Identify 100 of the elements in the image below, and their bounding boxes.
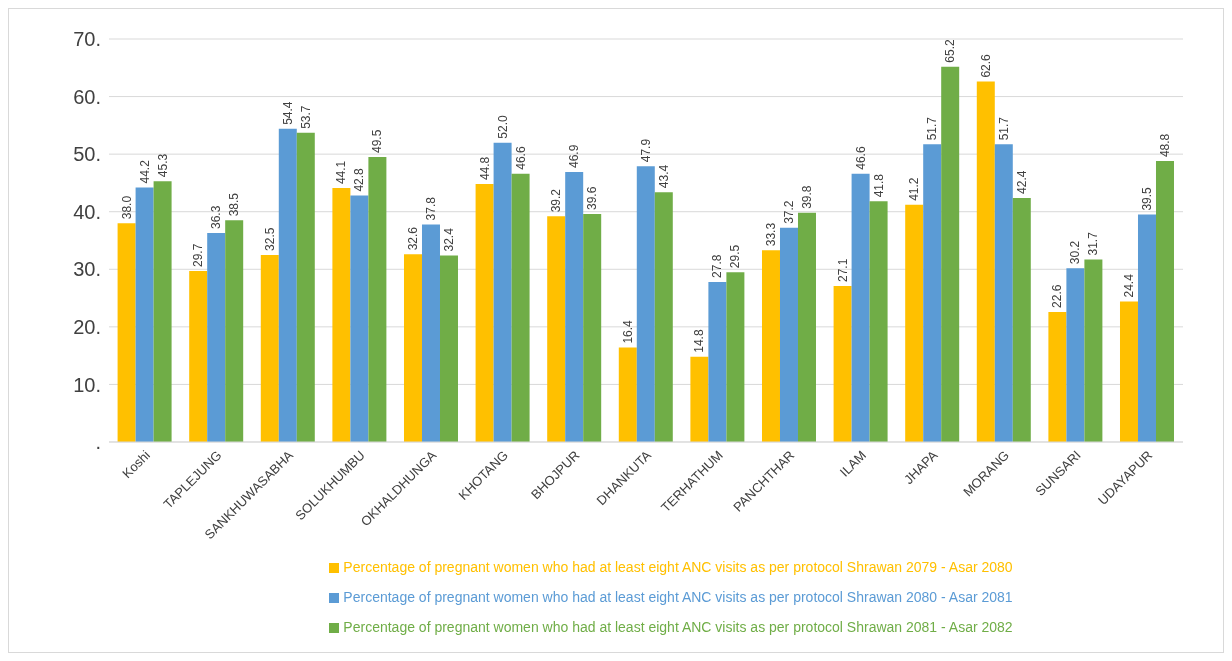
- bar: [618, 347, 637, 442]
- data-label: 24.4: [1121, 273, 1136, 298]
- y-tick-label: 70.: [73, 28, 101, 51]
- data-label: 39.2: [549, 188, 564, 213]
- bar: [493, 142, 512, 442]
- data-label: 43.4: [656, 164, 671, 189]
- data-label: 30.2: [1068, 240, 1083, 265]
- data-label: 53.7: [298, 105, 313, 129]
- bar: [296, 132, 315, 442]
- data-label: 54.4: [280, 101, 295, 125]
- data-label: 46.9: [567, 144, 582, 168]
- data-label: 49.5: [370, 129, 385, 154]
- data-label: 44.8: [477, 156, 492, 181]
- data-label: 45.3: [155, 153, 170, 178]
- y-tick-label: .: [95, 431, 101, 454]
- bar: [1084, 259, 1103, 442]
- data-label: 42.8: [352, 167, 367, 192]
- bar: [708, 281, 727, 442]
- legend-label: Percentage of pregnant women who had at least eight ANC visits as per protocol Shrawan 2079 - Asar 2080: [343, 559, 1013, 575]
- bar: [1119, 301, 1138, 442]
- data-label: 47.9: [638, 138, 653, 163]
- bar: [1155, 161, 1174, 442]
- data-label: 22.6: [1050, 284, 1065, 308]
- data-label: 51.7: [996, 116, 1011, 141]
- bar: [869, 201, 888, 442]
- data-label: 39.5: [1139, 186, 1154, 211]
- bar: [779, 227, 798, 442]
- bar: [511, 173, 530, 442]
- bar: [403, 254, 422, 442]
- y-tick-label: 20.: [73, 315, 101, 338]
- bar: [117, 223, 136, 442]
- bar: [439, 255, 458, 442]
- bar: [726, 272, 745, 442]
- data-label: 29.5: [728, 244, 743, 269]
- data-label: 39.8: [799, 185, 814, 209]
- data-label: 38.5: [227, 192, 242, 217]
- bar: [923, 144, 942, 442]
- data-label: 44.1: [334, 160, 349, 185]
- bar: [905, 204, 924, 442]
- bar: [636, 166, 655, 442]
- bar: [833, 285, 852, 442]
- bar: [1066, 268, 1085, 442]
- bar: [941, 66, 960, 442]
- data-label: 44.2: [137, 159, 152, 184]
- bar: [368, 157, 387, 442]
- bar: [421, 224, 440, 442]
- bar: [350, 195, 369, 442]
- bar: [475, 184, 494, 442]
- data-label: 52.0: [495, 114, 510, 139]
- bar: [207, 233, 226, 442]
- legend-label: Percentage of pregnant women who had at least eight ANC visits as per protocol Shrawan 2080 - Asar 2081: [343, 589, 1013, 605]
- bar: [797, 212, 816, 442]
- bar: [1012, 197, 1031, 442]
- bar: [225, 220, 244, 442]
- bar: [1137, 214, 1156, 442]
- data-label: 27.8: [710, 254, 725, 278]
- data-label: 32.6: [405, 226, 420, 251]
- bar: [583, 214, 602, 442]
- data-label: 39.6: [585, 186, 600, 211]
- data-label: 16.4: [620, 319, 635, 344]
- data-label: 37.8: [423, 196, 438, 221]
- bar: [278, 128, 297, 442]
- data-label: 42.4: [1014, 170, 1029, 194]
- bar: [761, 250, 780, 442]
- bar: [851, 173, 870, 442]
- bar: [994, 144, 1013, 442]
- data-label: 48.8: [1157, 133, 1172, 158]
- data-label: 32.5: [262, 227, 277, 251]
- bar: [690, 356, 709, 442]
- data-label: 36.3: [209, 205, 224, 230]
- data-label: 32.4: [441, 227, 456, 252]
- bar: [547, 216, 566, 442]
- bar: [1048, 311, 1067, 442]
- data-label: 37.2: [781, 200, 796, 224]
- bar: [654, 192, 673, 442]
- y-tick-label: 50.: [73, 143, 101, 166]
- data-label: 31.7: [1086, 231, 1101, 256]
- data-label: 46.6: [513, 146, 528, 170]
- y-tick-label: 30.: [73, 258, 101, 281]
- y-tick-label: 60.: [73, 85, 101, 108]
- bar: [260, 254, 279, 442]
- y-tick-label: 40.: [73, 200, 101, 223]
- bar: [332, 188, 351, 442]
- data-label: 38.0: [119, 195, 134, 220]
- data-label: 27.1: [835, 258, 850, 282]
- y-tick-label: 10.: [73, 373, 101, 396]
- bar: [189, 271, 208, 442]
- data-label: 65.2: [943, 38, 958, 63]
- data-label: 41.2: [907, 177, 922, 201]
- data-label: 29.7: [191, 243, 206, 268]
- data-label: 51.7: [925, 116, 940, 141]
- data-label: 46.6: [853, 146, 868, 170]
- bar: [153, 181, 172, 442]
- data-label: 62.6: [978, 53, 993, 78]
- bar: [565, 171, 584, 442]
- data-label: 33.3: [763, 222, 778, 247]
- bar: [976, 81, 995, 442]
- data-label: 14.8: [692, 329, 707, 353]
- legend-label: Percentage of pregnant women who had at least eight ANC visits as per protocol Shrawan 2081 - Asar 2082: [343, 619, 1013, 635]
- bar: [135, 187, 154, 442]
